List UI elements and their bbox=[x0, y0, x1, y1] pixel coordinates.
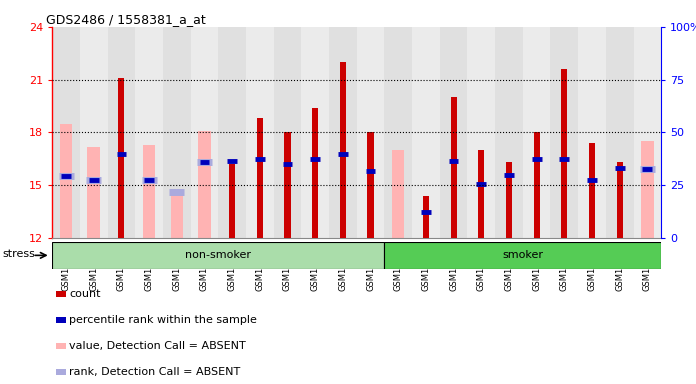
Bar bbox=[534, 132, 539, 238]
Bar bbox=[108, 27, 135, 238]
Bar bbox=[143, 145, 155, 238]
Bar bbox=[440, 27, 468, 238]
Bar bbox=[274, 27, 301, 238]
Bar bbox=[257, 118, 263, 238]
Text: percentile rank within the sample: percentile rank within the sample bbox=[69, 315, 257, 325]
Bar bbox=[312, 108, 318, 238]
Bar bbox=[191, 27, 219, 238]
Bar bbox=[551, 27, 578, 238]
Text: smoker: smoker bbox=[503, 250, 544, 260]
Bar bbox=[219, 27, 246, 238]
Bar bbox=[80, 27, 108, 238]
Text: GDS2486 / 1558381_a_at: GDS2486 / 1558381_a_at bbox=[46, 13, 206, 26]
Bar bbox=[633, 27, 661, 238]
Text: count: count bbox=[69, 289, 101, 299]
Bar bbox=[392, 150, 404, 238]
Bar bbox=[384, 242, 661, 269]
Bar bbox=[135, 27, 163, 238]
Bar bbox=[606, 27, 633, 238]
Bar bbox=[412, 27, 440, 238]
Bar bbox=[246, 27, 274, 238]
Bar bbox=[56, 291, 66, 297]
Bar bbox=[506, 162, 512, 238]
Bar bbox=[641, 141, 654, 238]
Bar bbox=[450, 97, 457, 238]
Bar bbox=[423, 196, 429, 238]
Bar bbox=[329, 27, 356, 238]
Bar bbox=[561, 69, 567, 238]
Text: non-smoker: non-smoker bbox=[185, 250, 251, 260]
Text: stress: stress bbox=[3, 249, 35, 259]
Bar bbox=[495, 27, 523, 238]
Bar bbox=[52, 242, 384, 269]
Bar bbox=[285, 132, 290, 238]
Bar bbox=[356, 27, 384, 238]
Bar bbox=[301, 27, 329, 238]
Bar bbox=[52, 27, 80, 238]
Bar bbox=[163, 27, 191, 238]
Bar bbox=[88, 147, 100, 238]
Bar bbox=[340, 62, 346, 238]
Bar bbox=[578, 27, 606, 238]
Bar bbox=[118, 78, 125, 238]
Bar bbox=[617, 162, 623, 238]
Bar bbox=[171, 194, 183, 238]
Bar bbox=[56, 317, 66, 323]
Bar bbox=[478, 150, 484, 238]
Text: value, Detection Call = ABSENT: value, Detection Call = ABSENT bbox=[69, 341, 246, 351]
Bar bbox=[589, 143, 595, 238]
Bar bbox=[56, 343, 66, 349]
Bar bbox=[384, 27, 412, 238]
Bar bbox=[56, 369, 66, 375]
Bar bbox=[468, 27, 495, 238]
Bar bbox=[60, 124, 72, 238]
Bar bbox=[229, 164, 235, 238]
Bar bbox=[198, 131, 211, 238]
Text: rank, Detection Call = ABSENT: rank, Detection Call = ABSENT bbox=[69, 367, 241, 377]
Bar bbox=[367, 132, 374, 238]
Bar bbox=[523, 27, 551, 238]
